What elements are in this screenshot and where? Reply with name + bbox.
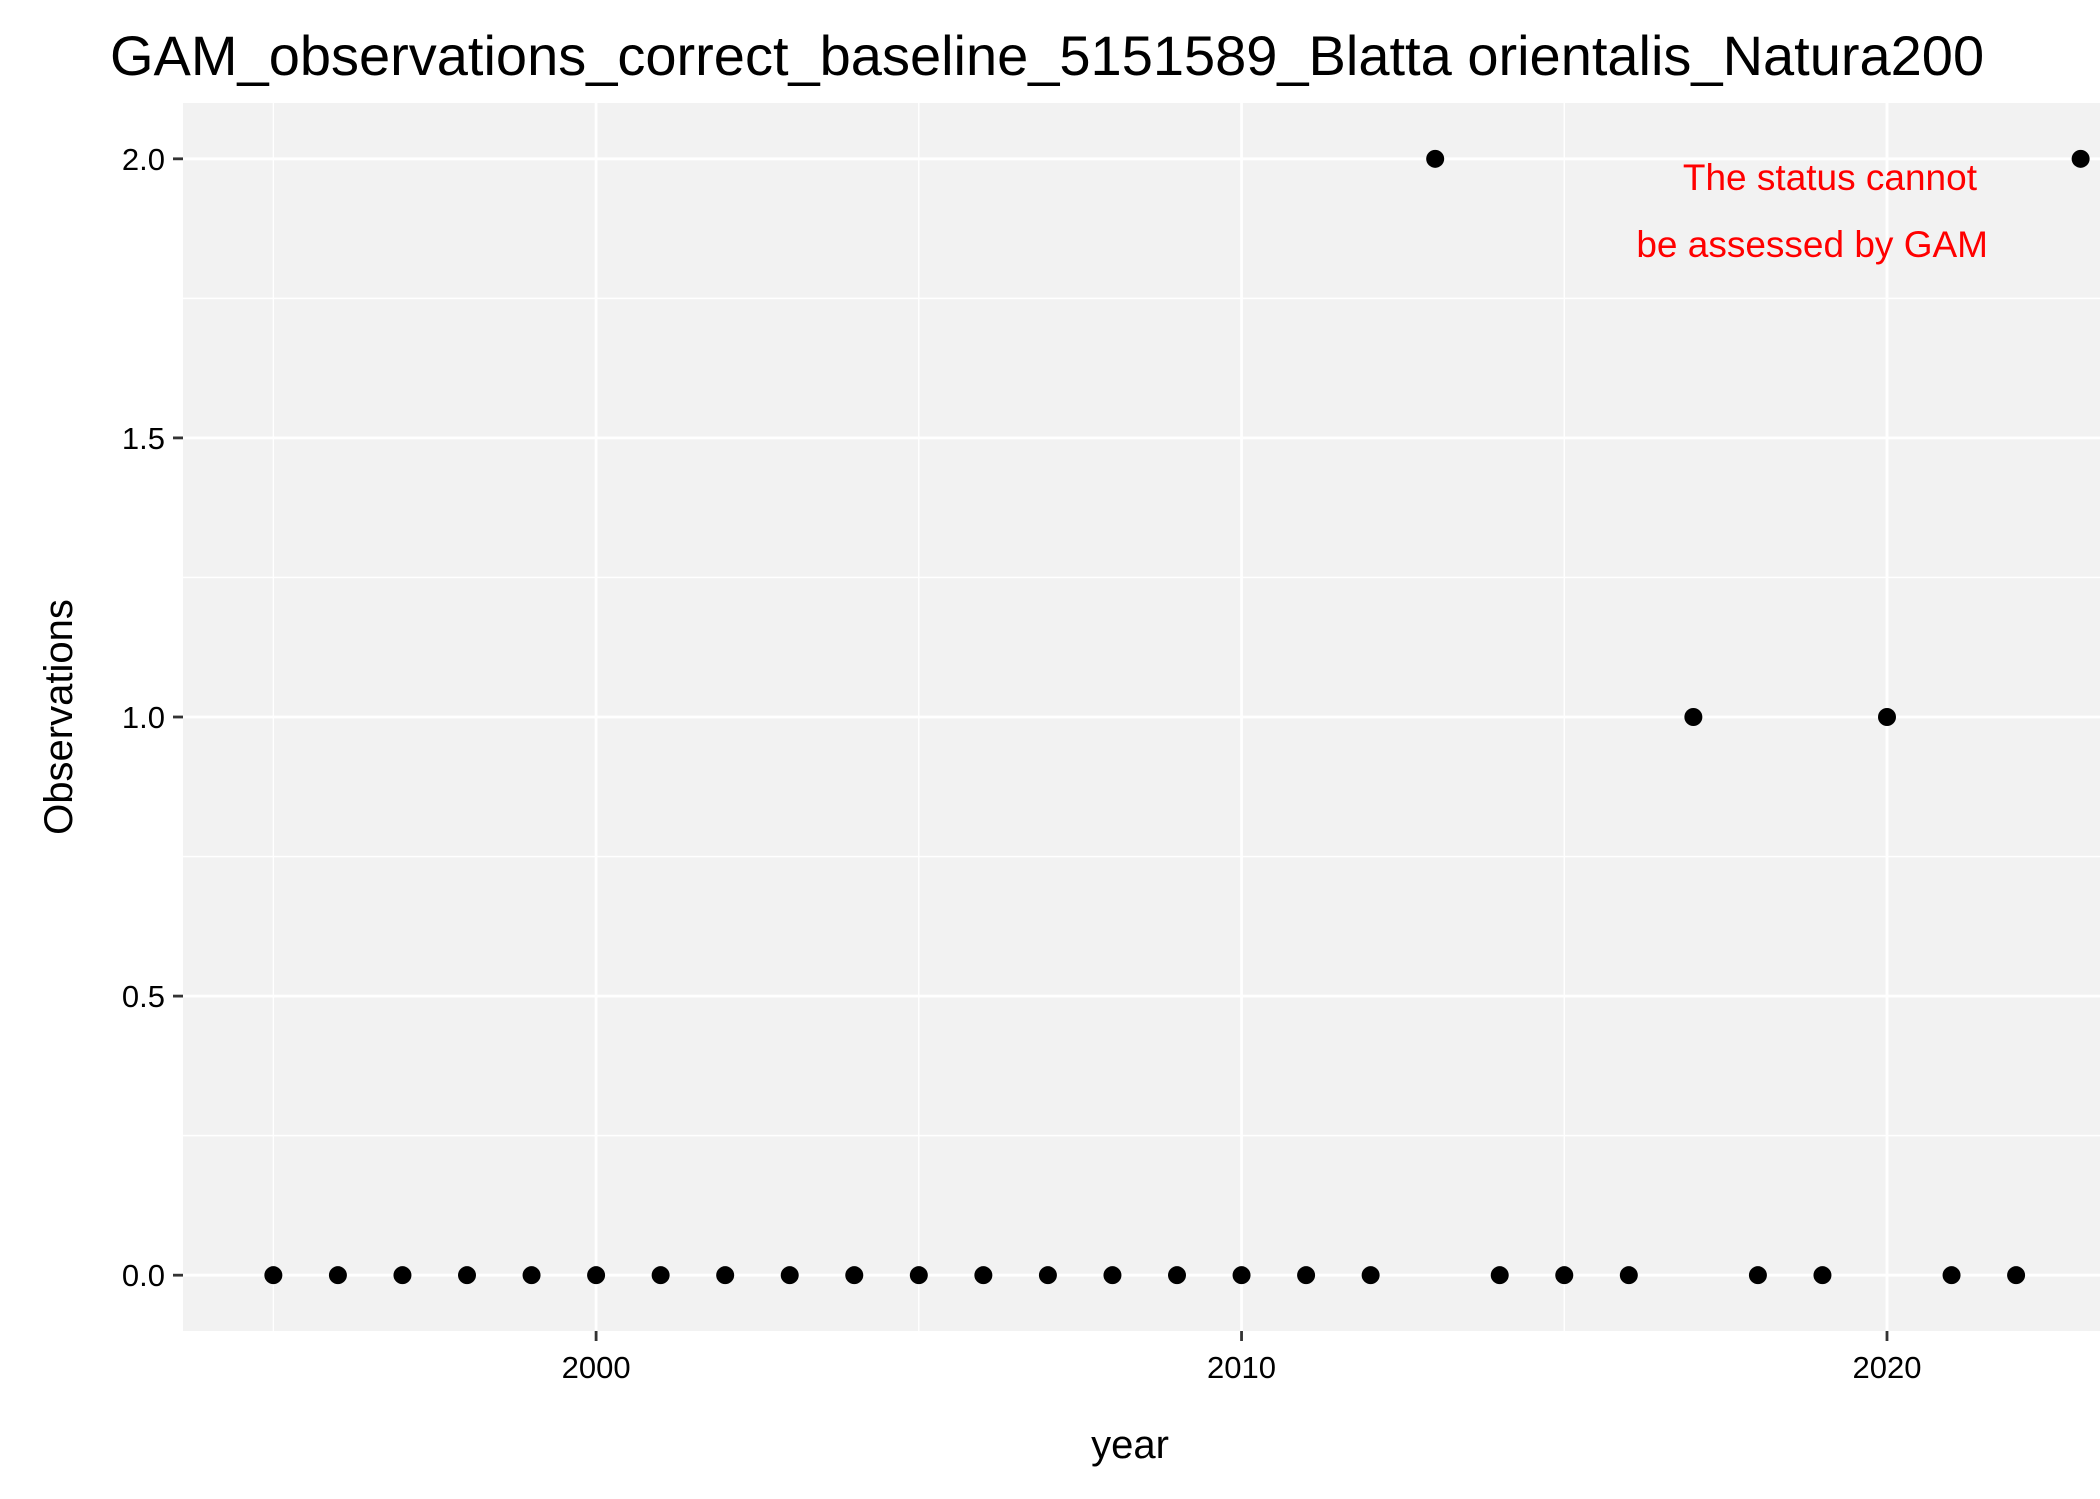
data-point [716, 1266, 735, 1285]
data-point [587, 1266, 606, 1285]
data-point [393, 1266, 412, 1285]
data-point [1813, 1266, 1832, 1285]
y-axis-label: Observations [37, 599, 81, 835]
data-point [264, 1266, 283, 1285]
annotation-line-1: The status cannot [1683, 157, 1978, 198]
data-point [1748, 1266, 1767, 1285]
data-point [1103, 1266, 1122, 1285]
annotation-line-2: be assessed by GAM [1636, 224, 1988, 265]
data-point [328, 1266, 347, 1285]
x-axis: 2000 2010 2020 [562, 1331, 1922, 1385]
data-point [458, 1266, 476, 1285]
data-point [651, 1266, 670, 1285]
data-point [522, 1266, 541, 1285]
data-point [1619, 1266, 1638, 1285]
data-point [1555, 1266, 1574, 1285]
y-tick-label: 2.0 [122, 142, 165, 177]
y-tick-label: 1.0 [122, 700, 165, 735]
y-axis: 0.0 0.5 1.0 1.5 2.0 [122, 142, 183, 1293]
data-point [909, 1266, 928, 1285]
data-point [1426, 149, 1445, 168]
y-tick-label: 1.5 [122, 421, 165, 456]
data-point [1297, 1266, 1316, 1285]
data-point [2071, 149, 2090, 168]
data-point [780, 1266, 799, 1285]
x-tick-label: 2000 [562, 1350, 631, 1385]
data-point [1684, 708, 1703, 726]
data-point [1490, 1266, 1509, 1285]
data-point [1942, 1266, 1961, 1285]
data-point [1038, 1266, 1057, 1285]
y-tick-label: 0.5 [122, 979, 165, 1014]
data-point [845, 1266, 864, 1285]
x-tick-label: 2020 [1853, 1350, 1922, 1385]
data-points [264, 149, 2090, 1285]
data-point [1168, 1266, 1186, 1285]
y-tick-label: 0.0 [122, 1258, 165, 1293]
data-point [2007, 1266, 2026, 1285]
data-point [1361, 1266, 1380, 1285]
x-tick-label: 2010 [1207, 1350, 1276, 1385]
chart-title: GAM_observations_correct_baseline_515158… [110, 24, 1984, 87]
x-axis-label: year [1091, 1423, 1169, 1467]
data-point [1878, 708, 1896, 726]
data-point [974, 1266, 993, 1285]
data-point [1232, 1266, 1251, 1285]
